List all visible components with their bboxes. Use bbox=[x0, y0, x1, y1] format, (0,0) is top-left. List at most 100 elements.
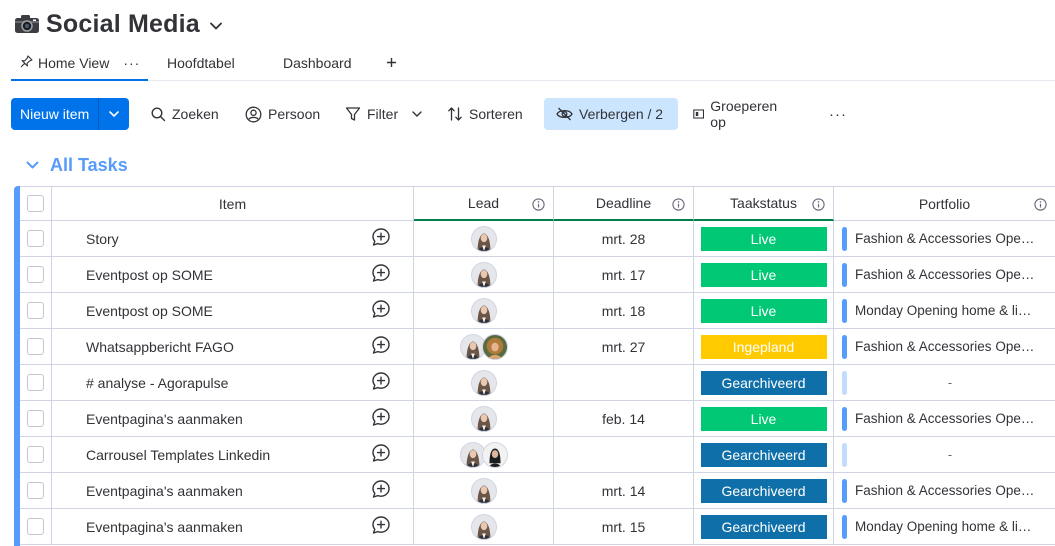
status-label[interactable]: Gearchiveerd bbox=[700, 478, 827, 503]
status-cell[interactable]: Live bbox=[694, 293, 834, 329]
avatar-woman-grey[interactable] bbox=[470, 405, 497, 432]
avatar-woman-grey[interactable] bbox=[459, 333, 486, 360]
row-checkbox[interactable] bbox=[27, 374, 44, 391]
lead-cell[interactable] bbox=[414, 257, 554, 293]
new-item-label[interactable]: Nieuw item bbox=[20, 106, 90, 122]
item-cell[interactable]: Eventpagina's aanmaken bbox=[52, 509, 348, 545]
status-cell[interactable]: Live bbox=[694, 221, 834, 257]
deadline-cell[interactable]: mrt. 14 bbox=[554, 473, 694, 509]
add-update-icon[interactable] bbox=[371, 371, 391, 394]
table-row[interactable]: Eventpagina's aanmaken feb. 14 Live Fash… bbox=[20, 401, 1055, 437]
column-header-item[interactable]: Item bbox=[52, 186, 414, 221]
add-update-icon[interactable] bbox=[371, 479, 391, 502]
add-update-icon[interactable] bbox=[371, 443, 391, 466]
avatar-woman-dark[interactable] bbox=[481, 441, 508, 468]
avatar-woman-grey[interactable] bbox=[470, 369, 497, 396]
column-header-status[interactable]: Taakstatus bbox=[694, 186, 834, 221]
avatar-woman-grey[interactable] bbox=[470, 477, 497, 504]
chevron-down-icon[interactable] bbox=[26, 161, 39, 170]
conversation-cell[interactable] bbox=[348, 473, 414, 509]
deadline-cell[interactable]: mrt. 28 bbox=[554, 221, 694, 257]
lead-cell[interactable] bbox=[414, 437, 554, 473]
conversation-cell[interactable] bbox=[348, 401, 414, 437]
item-name[interactable]: Eventpagina's aanmaken bbox=[86, 410, 243, 427]
row-checkbox[interactable] bbox=[27, 482, 44, 499]
portfolio-cell[interactable]: Fashion & Accessories Open Door bbox=[834, 401, 1055, 437]
avatar-woman-grey[interactable] bbox=[470, 261, 497, 288]
column-header-lead[interactable]: Lead bbox=[414, 186, 554, 221]
conversation-cell[interactable] bbox=[348, 257, 414, 293]
status-label[interactable]: Gearchiveerd bbox=[700, 442, 827, 467]
row-checkbox[interactable] bbox=[27, 266, 44, 283]
lead-cell[interactable] bbox=[414, 401, 554, 437]
select-all-checkbox[interactable] bbox=[27, 195, 44, 212]
deadline-cell[interactable] bbox=[554, 437, 694, 473]
tab-dashboard[interactable]: Dashboard bbox=[283, 46, 352, 80]
portfolio-cell[interactable]: Fashion & Accessories Open Door bbox=[834, 221, 1055, 257]
column-header-deadline[interactable]: Deadline bbox=[554, 186, 694, 221]
portfolio-cell[interactable]: - bbox=[834, 365, 1055, 401]
portfolio-cell[interactable]: Fashion & Accessories Open Door bbox=[834, 473, 1055, 509]
group-title[interactable]: All Tasks bbox=[50, 154, 128, 175]
item-cell[interactable]: Eventpagina's aanmaken bbox=[52, 401, 348, 437]
avatar-woman-grey[interactable] bbox=[470, 225, 497, 252]
filter-button[interactable]: Filter bbox=[337, 98, 436, 130]
tab-hoofdtabel[interactable]: Hoofdtabel bbox=[167, 46, 235, 80]
item-name[interactable]: Whatsappbericht FAGO bbox=[86, 338, 234, 355]
status-cell[interactable]: Gearchiveerd bbox=[694, 437, 834, 473]
board-title[interactable]: Social Media bbox=[46, 9, 200, 38]
search-button[interactable]: Zoeken bbox=[143, 98, 227, 130]
row-checkbox[interactable] bbox=[27, 302, 44, 319]
item-cell[interactable]: Eventpagina's aanmaken bbox=[52, 473, 348, 509]
item-cell[interactable]: Eventpost op SOME bbox=[52, 257, 348, 293]
avatar-woman-grey[interactable] bbox=[470, 513, 497, 540]
status-label[interactable]: Live bbox=[700, 262, 827, 287]
lead-cell[interactable] bbox=[414, 293, 554, 329]
status-cell[interactable]: Gearchiveerd bbox=[694, 473, 834, 509]
row-checkbox[interactable] bbox=[27, 446, 44, 463]
person-filter-button[interactable]: Persoon bbox=[237, 98, 328, 130]
add-update-icon[interactable] bbox=[371, 407, 391, 430]
status-cell[interactable]: Gearchiveerd bbox=[694, 509, 834, 545]
item-cell[interactable]: Carrousel Templates Linkedin bbox=[52, 437, 348, 473]
info-icon[interactable] bbox=[532, 198, 545, 214]
row-checkbox[interactable] bbox=[27, 338, 44, 355]
item-cell[interactable]: Eventpost op SOME bbox=[52, 293, 348, 329]
deadline-cell[interactable]: mrt. 17 bbox=[554, 257, 694, 293]
lead-cell[interactable] bbox=[414, 329, 554, 365]
item-cell[interactable]: Story bbox=[52, 221, 348, 257]
info-icon[interactable] bbox=[672, 198, 685, 214]
item-name[interactable]: # analyse - Agorapulse bbox=[86, 374, 229, 391]
item-cell[interactable]: # analyse - Agorapulse bbox=[52, 365, 348, 401]
add-update-icon[interactable] bbox=[371, 299, 391, 322]
portfolio-cell[interactable]: Fashion & Accessories Open Door bbox=[834, 329, 1055, 365]
tab-home-view[interactable]: Home View ··· bbox=[11, 46, 148, 81]
status-label[interactable]: Ingepland bbox=[700, 334, 827, 359]
table-row[interactable]: Carrousel Templates Linkedin Gearchiveer… bbox=[20, 437, 1055, 473]
lead-cell[interactable] bbox=[414, 509, 554, 545]
conversation-cell[interactable] bbox=[348, 437, 414, 473]
table-row[interactable]: Eventpost op SOME mrt. 17 Live Fashion &… bbox=[20, 257, 1055, 293]
info-icon[interactable] bbox=[812, 198, 825, 214]
portfolio-cell[interactable]: Fashion & Accessories Open Door bbox=[834, 257, 1055, 293]
table-row[interactable]: Eventpost op SOME mrt. 18 Live Monday Op… bbox=[20, 293, 1055, 329]
add-view-button[interactable] bbox=[386, 46, 397, 80]
status-label[interactable]: Gearchiveerd bbox=[700, 370, 827, 395]
conversation-cell[interactable] bbox=[348, 365, 414, 401]
sort-button[interactable]: Sorteren bbox=[439, 98, 531, 130]
deadline-cell[interactable]: feb. 14 bbox=[554, 401, 694, 437]
deadline-cell[interactable]: mrt. 15 bbox=[554, 509, 694, 545]
deadline-cell[interactable]: mrt. 18 bbox=[554, 293, 694, 329]
add-update-icon[interactable] bbox=[371, 335, 391, 358]
avatar-woman-grey[interactable] bbox=[470, 297, 497, 324]
portfolio-cell[interactable]: Monday Opening home & living bbox=[834, 509, 1055, 545]
item-name[interactable]: Eventpagina's aanmaken bbox=[86, 482, 243, 499]
lead-cell[interactable] bbox=[414, 221, 554, 257]
conversation-cell[interactable] bbox=[348, 329, 414, 365]
portfolio-cell[interactable]: - bbox=[834, 437, 1055, 473]
item-cell[interactable]: Whatsappbericht FAGO bbox=[52, 329, 348, 365]
column-header-portfolio[interactable]: Portfolio bbox=[834, 186, 1055, 221]
info-icon[interactable] bbox=[1034, 198, 1047, 214]
hide-columns-button[interactable]: Verbergen / 2 bbox=[544, 98, 678, 130]
status-label[interactable]: Live bbox=[700, 406, 827, 431]
